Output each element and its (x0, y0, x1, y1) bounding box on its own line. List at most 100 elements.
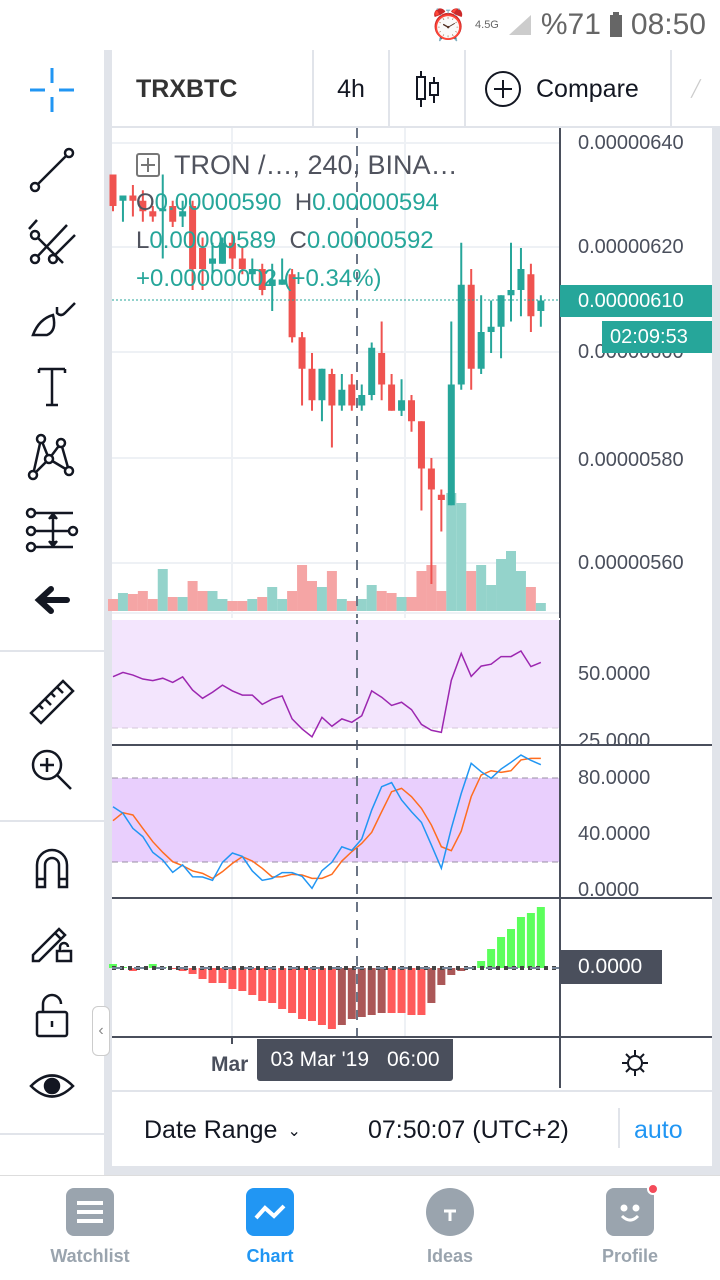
plus-circle-icon (485, 71, 521, 107)
low-value: 0.00000589 (149, 227, 277, 254)
volume-bar (297, 565, 308, 611)
macd-histogram-bar (536, 907, 545, 968)
macd-histogram-bar (417, 968, 426, 1015)
candle-body (427, 468, 435, 490)
stoch-axis-label: 40.0000 (578, 823, 651, 845)
macd-histogram-bar (278, 968, 287, 1009)
pitchfork-icon[interactable] (22, 212, 82, 268)
chevron-down-icon: ⌄ (287, 1122, 301, 1140)
drawing-toolbar (0, 50, 104, 1175)
interval-button[interactable]: 4h (314, 50, 390, 128)
crosshair-icon[interactable] (22, 62, 82, 118)
change-value: +0.00000002 (+0.34%) (136, 265, 382, 292)
macd-histogram-bar (437, 968, 446, 985)
macd-histogram-bar (317, 968, 326, 1025)
chart-header: TRXBTC 4h Compare ╱ (112, 50, 720, 128)
candle-body (139, 200, 147, 212)
lock-icon[interactable] (22, 987, 82, 1043)
clock: 08:50 (630, 8, 706, 41)
pencil-lock-icon[interactable] (22, 912, 82, 968)
macd-histogram-bar (238, 968, 247, 991)
candle-body (288, 274, 296, 338)
chart-icon (246, 1188, 294, 1236)
macd-value-tag: 0.0000 (560, 950, 662, 984)
volume-bar (207, 591, 218, 611)
more-tools-button[interactable]: ╱ (691, 81, 701, 98)
volume-bar (326, 571, 337, 611)
eye-icon[interactable] (22, 1058, 82, 1114)
candle-body (527, 274, 535, 317)
back-arrow-icon[interactable] (22, 572, 82, 628)
volume-bar (127, 594, 138, 611)
auto-scale-button[interactable]: auto (634, 1116, 683, 1144)
candle-body (417, 421, 425, 469)
volume-bar (506, 551, 516, 611)
price-axis-label: 0.00000560 (578, 552, 684, 574)
trend-line-icon[interactable] (22, 142, 82, 198)
volume-bar (157, 569, 168, 611)
macd-histogram-bar (377, 968, 386, 1013)
candle-body (358, 395, 366, 406)
grid (112, 128, 560, 1038)
candle-body (119, 195, 127, 201)
macd-histogram-bar (218, 968, 227, 983)
macd-histogram-bar (387, 968, 396, 1013)
volume-bar (486, 585, 497, 611)
stoch-axis-label: 80.0000 (578, 767, 651, 789)
alarm-icon: ⏰ (429, 8, 468, 42)
volume-bar (535, 603, 546, 611)
battery-icon (609, 12, 622, 37)
macd-histogram-bar (258, 968, 267, 1001)
pattern-icon[interactable] (22, 428, 82, 484)
volume-bar (416, 571, 427, 611)
volume-bar (476, 565, 487, 611)
volume-bar (426, 565, 437, 611)
chart-legend: TRON /…, 240, BINA… O0.00000590 H0.00000… (136, 148, 458, 298)
compare-button[interactable]: Compare (466, 50, 672, 128)
compare-label: Compare (536, 74, 639, 103)
date-range-button[interactable]: Date Range ⌄ (144, 1116, 301, 1144)
volume-bar (396, 597, 407, 611)
last-price-tag: 0.00000610 (560, 285, 712, 317)
text-icon[interactable] (22, 358, 82, 414)
zoom-in-icon[interactable] (22, 742, 82, 798)
candle-body (129, 195, 137, 201)
volume-bar (466, 571, 477, 611)
measure-icon[interactable] (22, 502, 82, 558)
volume-bar (137, 591, 148, 611)
timezone-clock[interactable]: 07:50:07 (UTC+2) (368, 1116, 569, 1144)
macd-histogram-bar (308, 968, 316, 1021)
volume-bar (117, 593, 128, 611)
chart-type-button[interactable] (390, 50, 466, 128)
nav-profile[interactable]: Profile (570, 1183, 690, 1267)
candle-body (368, 347, 376, 395)
volume-bar (177, 597, 188, 611)
nav-chart[interactable]: Chart (210, 1188, 330, 1267)
brush-icon[interactable] (22, 288, 82, 344)
nav-watchlist[interactable]: Watchlist (30, 1188, 150, 1267)
magnet-icon[interactable] (22, 840, 82, 896)
symbol-button[interactable]: TRXBTC (112, 50, 314, 128)
candle-body (437, 494, 445, 500)
macd-histogram-bar (397, 968, 406, 1013)
macd-histogram-bar (228, 968, 237, 989)
candle-body (189, 206, 197, 269)
volume-bar (287, 591, 298, 611)
volume-bar (197, 591, 208, 611)
volume-bar (267, 587, 278, 611)
volume-bar (496, 559, 507, 611)
volume-bar (346, 601, 357, 611)
settings-gear-icon[interactable] (620, 1048, 650, 1078)
battery-percent: %71 (540, 8, 601, 41)
ruler-icon[interactable] (22, 672, 82, 728)
series-title: TRON /…, 240, BINA… (174, 150, 458, 180)
nav-ideas[interactable]: Ideas (390, 1188, 510, 1267)
macd-histogram-bar (248, 968, 257, 995)
list-icon (66, 1188, 114, 1236)
candle-body (228, 242, 236, 259)
collapse-toolbar-handle[interactable]: ‹ (92, 1006, 110, 1056)
macd-histogram-bar (487, 949, 496, 968)
expand-legend-icon[interactable] (136, 153, 160, 177)
macd-histogram-bar (526, 913, 535, 968)
